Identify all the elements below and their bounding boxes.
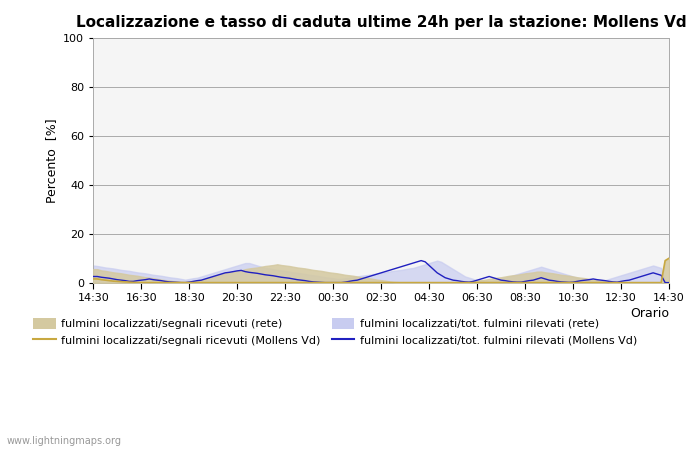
Text: Orario: Orario bbox=[630, 307, 669, 320]
Text: www.lightningmaps.org: www.lightningmaps.org bbox=[7, 436, 122, 446]
Title: Localizzazione e tasso di caduta ultime 24h per la stazione: Mollens Vd: Localizzazione e tasso di caduta ultime … bbox=[76, 15, 687, 30]
Y-axis label: Percento  [%]: Percento [%] bbox=[45, 118, 57, 202]
Legend: fulmini localizzati/segnali ricevuti (rete), fulmini localizzati/segnali ricevut: fulmini localizzati/segnali ricevuti (re… bbox=[29, 313, 641, 351]
